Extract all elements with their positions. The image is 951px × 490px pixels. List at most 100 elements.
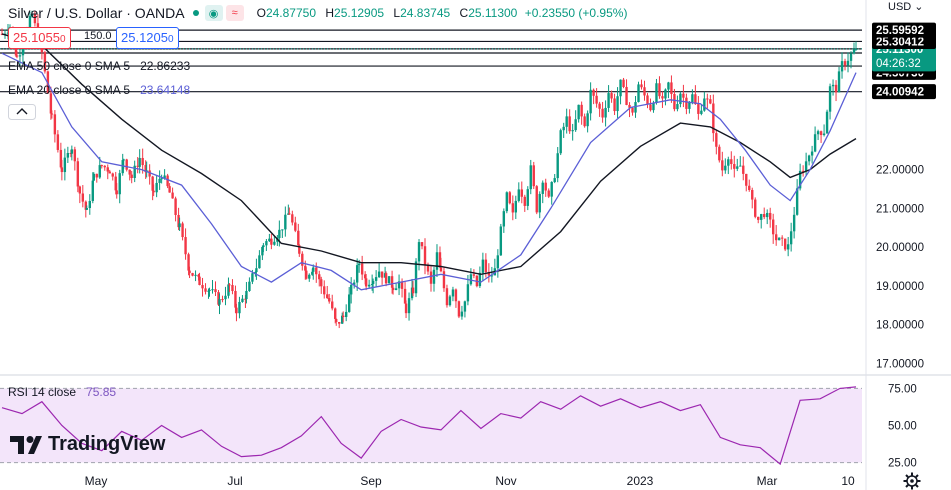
- candle-body: [703, 98, 706, 111]
- candle-body: [100, 165, 103, 167]
- ema50-legend[interactable]: EMA 50 close 0 SMA 5 22.86233: [8, 59, 190, 73]
- candle-body: [763, 214, 766, 218]
- candle-body: [825, 111, 829, 134]
- ema20-value: 23.64148: [140, 83, 191, 97]
- candle-body: [265, 241, 268, 246]
- candle-body: [70, 149, 74, 154]
- price-tick-label: 21.00000: [876, 203, 924, 215]
- candle-body: [344, 311, 348, 317]
- currency-selector[interactable]: USD ⌄: [888, 1, 924, 13]
- candle-body: [439, 267, 443, 272]
- candle-body: [667, 82, 670, 90]
- candle-body: [469, 274, 473, 285]
- candle-body: [155, 182, 158, 193]
- candle-body: [311, 271, 314, 275]
- candle-body: [700, 110, 703, 114]
- candle-body: [370, 284, 374, 286]
- candle-body: [50, 113, 54, 115]
- candle-body: [625, 86, 628, 105]
- candle-body: [138, 157, 141, 167]
- candle-body: [792, 214, 796, 232]
- candle-body: [174, 198, 177, 215]
- buy-button[interactable]: 25.12050: [116, 27, 179, 49]
- candle-body: [148, 170, 151, 177]
- price-level-label[interactable]: [872, 33, 936, 49]
- price-change: +0.23550 (+0.95%): [524, 6, 628, 20]
- candle-body: [171, 192, 174, 199]
- rsi-label: RSI 14 close: [8, 385, 77, 399]
- candle-body: [478, 272, 482, 287]
- price-level-text: 25.30412: [876, 36, 924, 48]
- candle-body: [197, 274, 200, 277]
- candle-body: [679, 93, 682, 105]
- symbol-header: Silver / U.S. Dollar · OANDA ◉ ≈ O24.877…: [8, 4, 627, 22]
- candle-body: [114, 176, 117, 191]
- candle-body: [795, 188, 799, 215]
- candle-body: [166, 175, 169, 187]
- price-level-label[interactable]: [872, 22, 936, 38]
- candle-body: [6, 32, 10, 34]
- candle-body: [628, 104, 631, 108]
- collapse-legend-icon[interactable]: [8, 104, 36, 120]
- candle-body: [592, 89, 595, 96]
- candle-body: [577, 104, 580, 120]
- approx-icon[interactable]: ≈: [225, 5, 244, 21]
- eye-icon[interactable]: ◉: [204, 5, 223, 21]
- candle-body: [649, 104, 652, 111]
- candle-body: [255, 268, 258, 272]
- price-level-text: 25.59592: [876, 25, 924, 37]
- tradingview-logo[interactable]: TradingView: [10, 433, 165, 456]
- candlestick-series: [0, 10, 858, 329]
- candle-body: [315, 267, 318, 275]
- candle-body: [526, 189, 529, 206]
- candle-body: [807, 155, 811, 162]
- candle-body: [305, 270, 308, 279]
- candle-body: [586, 113, 589, 127]
- time-axis: May Jul Sep Nov 2023 Mar 10: [85, 474, 855, 488]
- candle-body: [407, 298, 411, 314]
- candle-body: [352, 282, 356, 285]
- rsi-legend[interactable]: RSI 14 close 75.85: [8, 385, 116, 399]
- candle-body: [367, 284, 371, 287]
- candle-body: [837, 71, 841, 93]
- candle-body: [136, 165, 139, 167]
- candle-body: [53, 114, 57, 135]
- candle-body: [342, 315, 345, 317]
- candle-body: [262, 245, 265, 248]
- candle-body: [438, 252, 442, 268]
- candle-body: [30, 13, 34, 17]
- candle-body: [460, 311, 464, 317]
- candle-body: [420, 242, 424, 247]
- gear-icon[interactable]: [903, 472, 921, 490]
- candle-body: [745, 173, 748, 186]
- candle-body: [607, 93, 610, 108]
- candle-body: [709, 99, 712, 104]
- candle-body: [571, 130, 574, 132]
- candle-body: [244, 298, 247, 300]
- symbol-title[interactable]: Silver / U.S. Dollar · OANDA: [8, 5, 185, 21]
- sell-button[interactable]: 25.10550: [8, 27, 71, 49]
- candle-body: [646, 95, 649, 105]
- candle-body: [511, 203, 515, 213]
- time-tick-label: May: [85, 474, 108, 488]
- candle-body: [204, 288, 207, 292]
- quantity-field[interactable]: 150.0: [84, 30, 112, 42]
- candle-body: [270, 238, 273, 245]
- candle-body: [517, 189, 520, 201]
- candle-body: [538, 193, 541, 213]
- ema20-legend[interactable]: EMA 20 close 0 SMA 5 23.64148: [8, 83, 190, 97]
- candle-body: [261, 247, 264, 256]
- candle-body: [499, 226, 503, 256]
- price-level-label[interactable]: [872, 84, 936, 100]
- candle-body: [783, 238, 787, 250]
- candle-body: [661, 96, 664, 99]
- candle-body: [357, 263, 361, 266]
- candle-body: [158, 178, 161, 183]
- candle-body: [631, 107, 634, 113]
- candle-body: [643, 87, 646, 96]
- candle-body: [766, 212, 769, 218]
- candle-body: [281, 229, 284, 231]
- candle-body: [481, 259, 485, 273]
- candle-body: [616, 96, 619, 112]
